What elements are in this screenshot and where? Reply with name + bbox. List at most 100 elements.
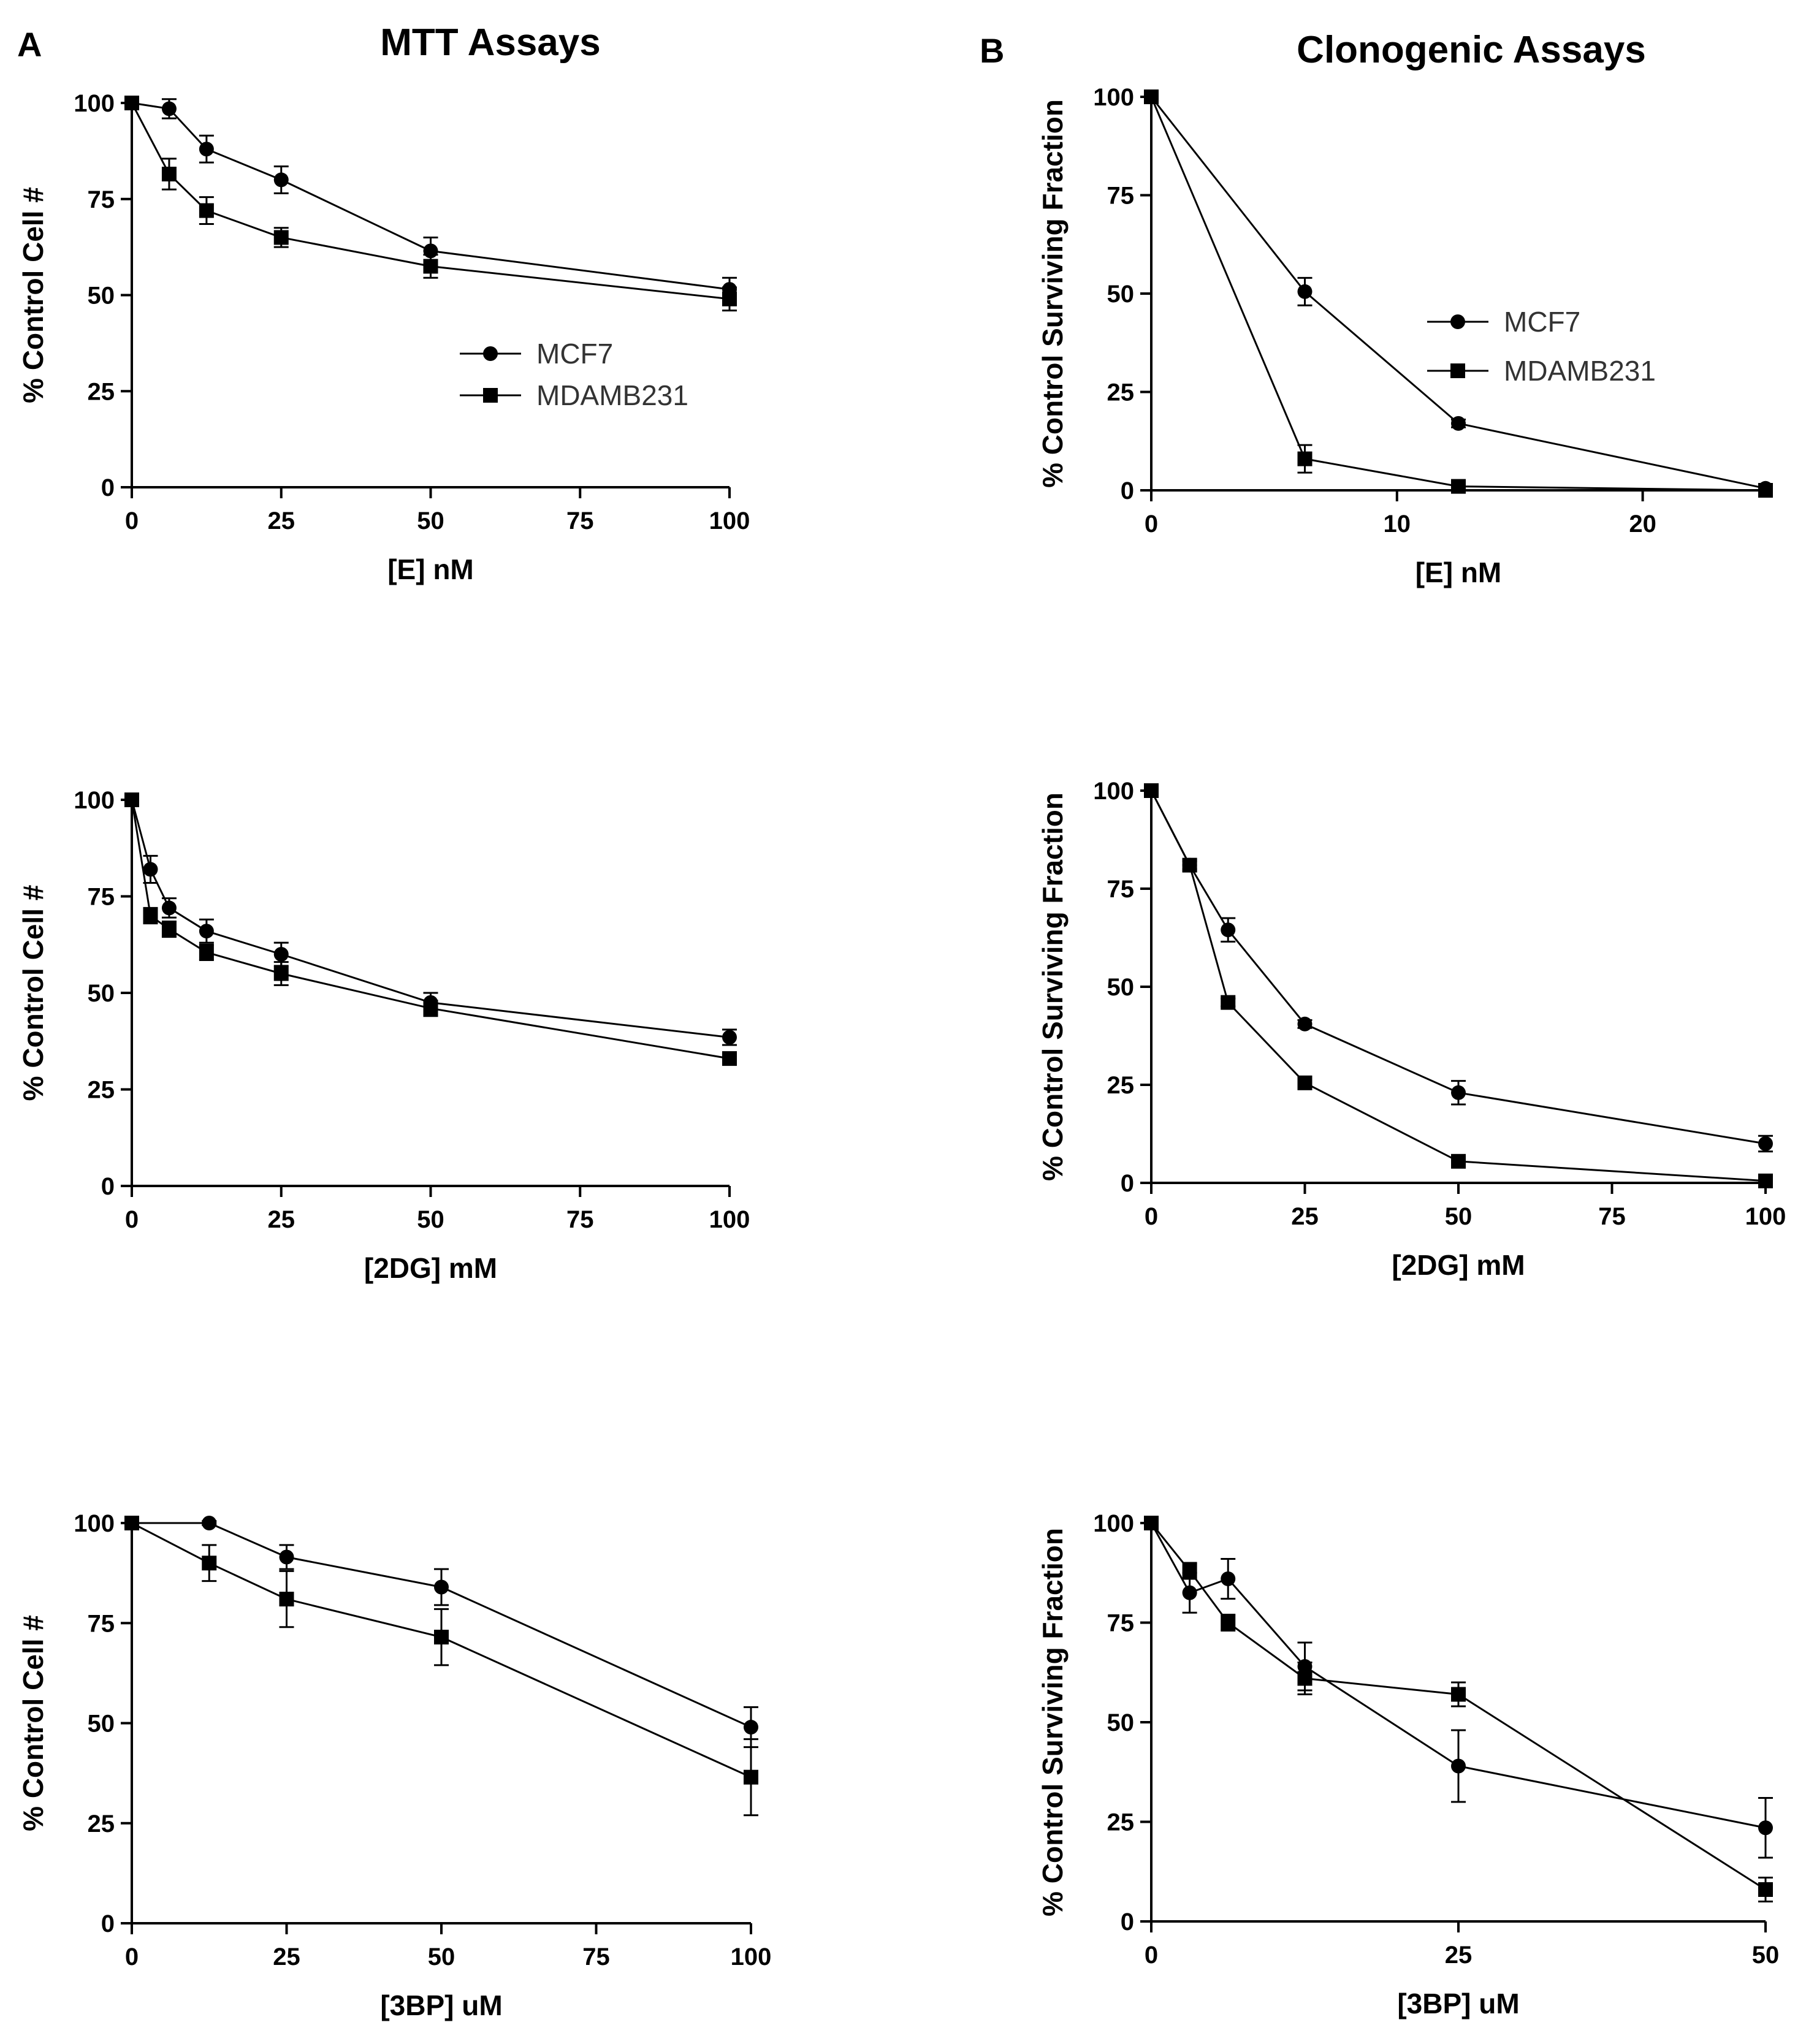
- series-mdamb231: [1144, 89, 1773, 498]
- y-tick-label: 0: [101, 474, 115, 501]
- data-point: [199, 924, 214, 939]
- legend-label-mcf7: MCF7: [1504, 306, 1580, 338]
- data-point: [1758, 1173, 1773, 1188]
- data-point: [202, 1556, 217, 1571]
- data-point: [1451, 1085, 1466, 1100]
- x-tick-label: 100: [731, 1943, 772, 1970]
- y-tick-label: 75: [88, 884, 115, 911]
- x-axis-label: [E] nM: [387, 553, 474, 585]
- data-point: [273, 947, 289, 962]
- panel-b-letter: B: [980, 31, 1004, 70]
- data-point: [744, 1720, 758, 1735]
- legend-marker-mdamb231: [483, 388, 498, 403]
- data-point: [423, 259, 438, 274]
- data-point: [1451, 416, 1466, 431]
- y-tick-label: 75: [1107, 876, 1135, 903]
- data-point: [199, 142, 214, 157]
- data-point: [279, 1592, 294, 1607]
- data-point: [1182, 1585, 1197, 1600]
- x-tick-label: 10: [1384, 511, 1411, 538]
- y-tick-label: 0: [1121, 1909, 1134, 1936]
- data-point: [161, 166, 177, 181]
- data-point: [1297, 1075, 1313, 1090]
- data-point: [143, 908, 158, 923]
- series-line-mdamb231: [1150, 790, 1766, 1182]
- y-tick-label: 25: [88, 378, 115, 405]
- chart-clono_2dg: 0 25 50 75 100 0 25 50 75 100 [2DG] mM % Control Su…: [1037, 778, 1786, 1281]
- data-point: [1297, 284, 1313, 299]
- data-point: [1451, 479, 1466, 494]
- x-axis-label: [3BP] uM: [1397, 1988, 1519, 2019]
- y-tick-label: 50: [1107, 1709, 1135, 1736]
- data-point: [199, 203, 214, 218]
- series-mdamb231: [124, 1516, 758, 1817]
- y-tick-label: 50: [88, 1711, 115, 1738]
- data-point: [1221, 995, 1236, 1010]
- legend-label-mdamb231: MDAMB231: [536, 379, 688, 411]
- x-tick-label: 20: [1629, 511, 1656, 538]
- x-tick-label: 50: [417, 507, 444, 534]
- data-point: [434, 1630, 449, 1645]
- y-tick-label: 75: [88, 186, 115, 213]
- y-tick-label: 25: [1107, 379, 1135, 406]
- y-tick-label: 25: [88, 1077, 115, 1104]
- data-point: [744, 1769, 758, 1785]
- y-tick-label: 75: [1107, 183, 1135, 210]
- data-point: [1758, 1882, 1773, 1897]
- legend-marker-mdamb231: [1450, 363, 1465, 378]
- data-point: [1221, 1615, 1236, 1630]
- x-tick-label: 100: [1745, 1203, 1786, 1230]
- x-tick-label: 50: [428, 1943, 455, 1970]
- y-axis-label: % Control Cell #: [17, 885, 49, 1101]
- data-point: [1182, 857, 1197, 873]
- y-axis-label: % Control Surviving Fraction: [1037, 1528, 1069, 1917]
- x-tick-label: 50: [417, 1206, 444, 1233]
- y-axis-label: % Control Cell #: [17, 1615, 49, 1831]
- data-point: [202, 1516, 217, 1530]
- x-tick-label: 0: [1145, 1203, 1158, 1230]
- data-point: [434, 1579, 449, 1595]
- y-axis-label: % Control Cell #: [17, 187, 49, 403]
- data-point: [161, 900, 177, 916]
- legend-label-mdamb231: MDAMB231: [1504, 355, 1656, 387]
- y-tick-label: 50: [88, 980, 115, 1007]
- y-tick-label: 100: [74, 787, 115, 814]
- data-point: [423, 1001, 438, 1016]
- panel-a-title: MTT Assays: [380, 21, 601, 64]
- panel-b-title: Clonogenic Assays: [1297, 29, 1646, 71]
- data-point: [1297, 1016, 1313, 1031]
- x-axis-label: [3BP] uM: [380, 1989, 502, 2021]
- x-tick-label: 25: [1291, 1203, 1319, 1230]
- legend-label-mcf7: MCF7: [536, 338, 613, 370]
- data-point: [273, 172, 289, 188]
- data-point: [273, 966, 289, 981]
- data-point: [1144, 783, 1159, 798]
- chart-mtt_2dg: 0 25 50 75 100 0 25 50 75 100 [2DG] mM % Control Ce…: [17, 787, 750, 1284]
- data-point: [161, 922, 177, 937]
- y-tick-label: 25: [88, 1810, 115, 1837]
- chart-mtt_3bp: 0 25 50 75 100 0 25 50 75 100 [3BP] uM % Control Ce…: [17, 1510, 771, 2021]
- x-tick-label: 100: [709, 507, 750, 534]
- data-point: [273, 230, 289, 245]
- data-point: [1297, 1671, 1313, 1686]
- legend: MCF7 MDAMB231: [1427, 306, 1656, 387]
- x-axis-label: [E] nM: [1415, 557, 1502, 588]
- chart-mtt_e: 0 25 50 75 100 0 25 50 75 100 [E] nM % Control Cell…: [17, 90, 750, 585]
- series-mcf7: [124, 1516, 758, 1749]
- data-point: [1451, 1687, 1466, 1702]
- y-tick-label: 100: [74, 1510, 115, 1537]
- y-tick-label: 50: [1107, 281, 1135, 308]
- data-point: [124, 792, 139, 807]
- y-tick-label: 0: [1121, 477, 1134, 504]
- y-tick-label: 50: [88, 283, 115, 310]
- data-point: [1451, 1758, 1466, 1774]
- y-axis-label: % Control Surviving Fraction: [1037, 99, 1069, 488]
- y-tick-label: 0: [101, 1910, 115, 1937]
- legend-marker-mcf7: [483, 346, 498, 361]
- data-point: [124, 1516, 139, 1530]
- y-tick-label: 75: [1107, 1610, 1135, 1637]
- x-tick-label: 75: [566, 1206, 594, 1233]
- y-tick-label: 50: [1107, 974, 1135, 1001]
